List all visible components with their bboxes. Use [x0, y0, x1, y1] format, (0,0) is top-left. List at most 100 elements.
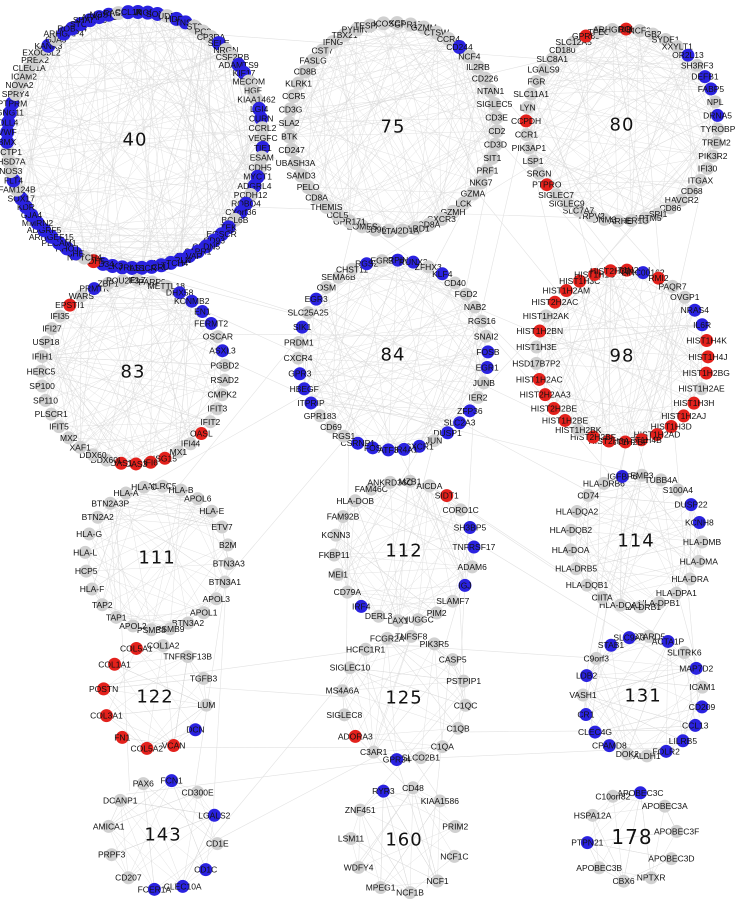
gene-node[interactable]: OSCAR — [203, 330, 233, 344]
gene-node[interactable]: SIK1 — [293, 320, 312, 334]
gene-node[interactable]: ATF3 — [378, 443, 399, 457]
gene-node[interactable]: ADAM6 — [458, 560, 488, 574]
gene-node[interactable]: ISG15 — [153, 451, 177, 465]
gene-node[interactable]: APOL1 — [190, 606, 218, 620]
gene-node[interactable]: CD79A — [334, 585, 362, 599]
gene-node[interactable]: HLA-DOA — [552, 543, 590, 557]
gene-node[interactable]: HLA-DRB6 — [583, 476, 625, 490]
gene-node[interactable]: GB2 — [644, 27, 662, 41]
gene-node[interactable]: HLA-DQB1 — [566, 578, 609, 592]
gene-node[interactable]: CSRNP1 — [340, 436, 375, 450]
gene-node[interactable]: KARHE — [603, 214, 633, 228]
gene-node[interactable]: EGR1 — [476, 361, 499, 375]
gene-node[interactable]: GZMM — [411, 20, 437, 35]
gene-node[interactable]: RGS16 — [468, 314, 496, 328]
gene-node[interactable]: SLC7A7 — [563, 204, 595, 218]
gene-node[interactable]: RMI2 — [648, 271, 669, 285]
gene-node[interactable]: CIITA — [592, 591, 613, 605]
gene-node[interactable]: FOLR2 — [652, 744, 680, 758]
gene-node[interactable]: FCER1G — [614, 214, 649, 228]
gene-node[interactable]: HIST1H3E — [516, 340, 557, 354]
gene-node[interactable]: PGBD2 — [210, 358, 239, 372]
gene-node[interactable]: WARS — [69, 289, 95, 303]
gene-node[interactable]: DDX60L — [91, 453, 123, 467]
gene-node[interactable]: APOBEC3D — [648, 852, 695, 866]
gene-node[interactable]: OR2L13 — [672, 48, 704, 62]
gene-node[interactable]: MX2 — [60, 431, 78, 445]
gene-node[interactable]: SLC8A1 — [536, 52, 568, 66]
gene-node[interactable]: COL1A2 — [147, 639, 180, 653]
gene-node[interactable]: SAMD3 — [286, 168, 316, 183]
gene-node[interactable]: COL5A2 — [131, 741, 164, 755]
gene-node[interactable]: ACTA1P — [652, 634, 685, 648]
gene-node[interactable]: HLA-B — [169, 483, 194, 497]
gene-node[interactable]: GPR171 — [333, 214, 366, 229]
gene-node[interactable]: ICOS — [373, 16, 394, 31]
gene-node[interactable]: SEMA6B — [321, 270, 356, 284]
gene-node[interactable]: EMP3 — [630, 468, 654, 482]
gene-node[interactable]: SIDT1 — [435, 489, 459, 503]
gene-node[interactable]: NTAN1 — [477, 84, 505, 99]
gene-node[interactable]: RUNX2 — [399, 255, 428, 269]
gene-node[interactable]: GPR183 — [304, 409, 337, 423]
gene-node[interactable]: ARHGDIB — [593, 22, 632, 36]
gene-node[interactable]: SP100 — [29, 379, 55, 393]
gene-node[interactable]: CXCR6 — [383, 16, 412, 31]
gene-node[interactable]: MAP7D2 — [679, 661, 714, 675]
gene-node[interactable]: LGALS2 — [198, 808, 231, 822]
gene-node[interactable]: VASH1 — [569, 688, 597, 702]
gene-node[interactable]: TESPA1 — [354, 18, 386, 33]
gene-node[interactable]: HCFC1R1 — [346, 642, 385, 656]
gene-node[interactable]: SLCO2B1 — [402, 751, 441, 765]
gene-node[interactable]: CCL14 — [115, 5, 142, 20]
gene-node[interactable]: GPR171 — [394, 17, 427, 32]
gene-node[interactable]: POU2F3 — [106, 274, 139, 288]
gene-node[interactable]: JUNB — [473, 376, 496, 390]
gene-node[interactable]: APOL6 — [184, 492, 212, 506]
gene-node[interactable]: HIST1H2BN — [516, 324, 563, 338]
gene-node[interactable]: EPSTI1 — [55, 298, 85, 312]
gene-node[interactable]: CCL13 — [682, 718, 709, 732]
gene-node[interactable]: ASXL3 — [209, 344, 236, 358]
gene-node[interactable]: TNFSF8 — [395, 629, 428, 643]
gene-node[interactable]: DUSP1 — [433, 426, 462, 440]
gene-node[interactable]: KCNN3 — [321, 528, 350, 542]
gene-node[interactable]: IGJ — [458, 578, 472, 592]
gene-node[interactable]: HIST1H2AM — [542, 283, 590, 297]
gene-node[interactable]: TFEC — [588, 25, 610, 39]
gene-node[interactable]: CD1E — [206, 837, 229, 851]
gene-node[interactable]: CD86 — [660, 201, 682, 215]
gene-node[interactable]: CORO1C — [442, 503, 479, 517]
gene-node[interactable]: HIST1H2BG — [683, 366, 730, 380]
gene-node[interactable]: HIST1H3D — [651, 420, 692, 434]
gene-node[interactable]: HIST1H2BK — [555, 423, 602, 437]
gene-node[interactable]: MS4A6A — [326, 684, 360, 698]
gene-node[interactable]: HLA-C — [131, 480, 157, 494]
gene-node[interactable]: IFIH1 — [32, 350, 53, 364]
gene-node[interactable]: XXYLT1 — [662, 40, 693, 54]
gene-node[interactable]: PLSCR1 — [35, 407, 68, 421]
gene-node[interactable]: POSTN — [89, 682, 118, 696]
gene-node[interactable]: LGALS9 — [527, 63, 560, 77]
gene-node[interactable]: TUBB4A — [644, 473, 678, 487]
gene-node[interactable]: PRDM1 — [284, 335, 314, 349]
gene-node[interactable]: ADORA3 — [338, 729, 373, 743]
gene-node[interactable]: SLC11A1 — [513, 87, 549, 101]
gene-node[interactable]: CCR1 — [515, 128, 538, 142]
gene-node[interactable]: CASP5 — [439, 653, 467, 667]
gene-node[interactable]: HIST1H2BF — [602, 435, 648, 449]
gene-node[interactable]: NCF2 — [629, 24, 651, 38]
gene-node[interactable]: LTA — [382, 223, 397, 238]
gene-node[interactable]: GPR65 — [572, 29, 600, 43]
gene-node[interactable]: CLEC10A — [164, 879, 202, 893]
gene-node[interactable]: LILRB5 — [669, 734, 698, 748]
gene-node[interactable]: HBEGF — [290, 382, 319, 396]
gene-node[interactable]: USP18 — [33, 335, 60, 349]
gene-node[interactable]: CD300E — [182, 785, 214, 799]
gene-node[interactable]: C3AR1 — [360, 745, 388, 759]
gene-node[interactable]: DHX58 — [166, 286, 194, 300]
gene-node[interactable]: CXCR4 — [284, 351, 313, 365]
gene-node[interactable]: DCN — [186, 723, 205, 737]
gene-node[interactable]: NPL — [707, 95, 724, 109]
gene-node[interactable]: CD96 — [365, 222, 387, 237]
